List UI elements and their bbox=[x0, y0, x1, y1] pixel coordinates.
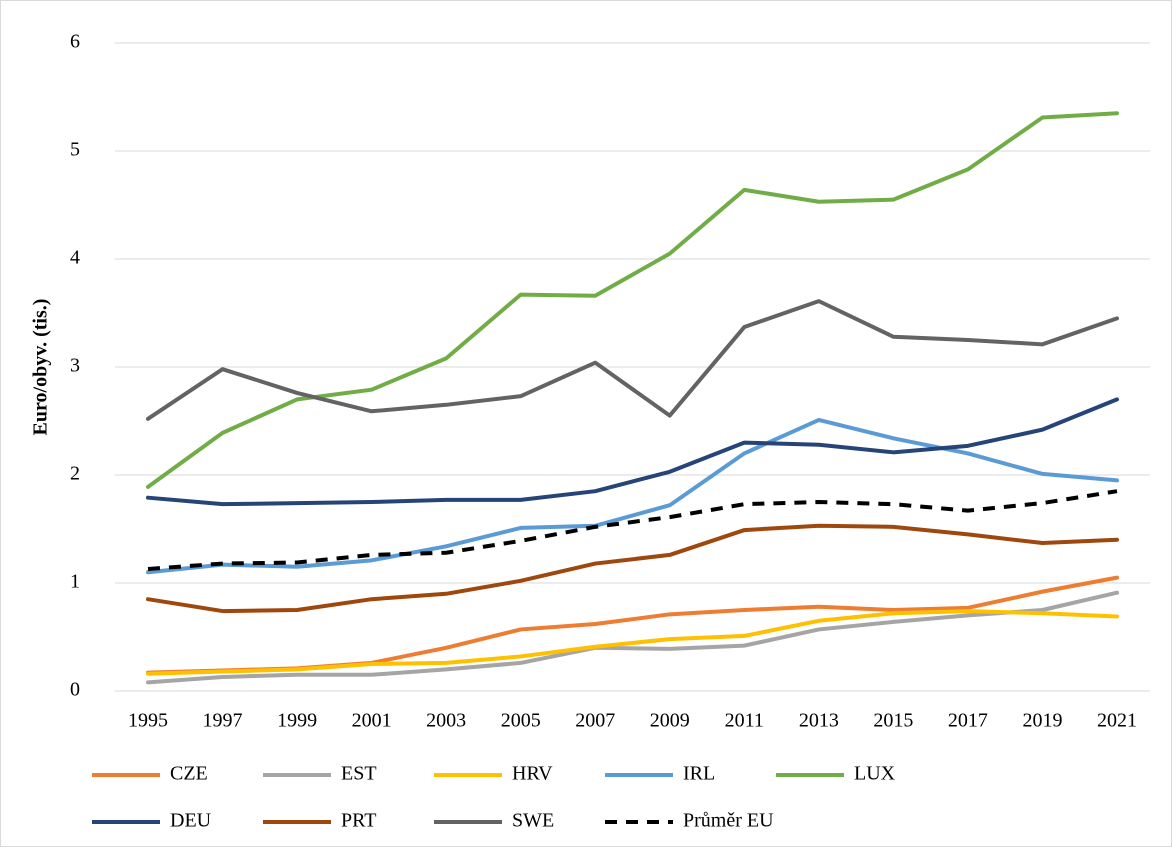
y-tick-label: 6 bbox=[70, 31, 80, 53]
y-tick-label: 5 bbox=[70, 139, 80, 161]
x-tick-label: 2019 bbox=[1022, 710, 1062, 732]
legend-label: EST bbox=[341, 763, 377, 785]
legend-label: LUX bbox=[854, 763, 896, 785]
legend-label: DEU bbox=[170, 810, 212, 832]
y-axis-label: Euro/obyv. (tis.) bbox=[30, 299, 52, 436]
x-tick-label: 2007 bbox=[575, 710, 615, 732]
x-tick-label: 2015 bbox=[873, 710, 913, 732]
legend-label: IRL bbox=[683, 763, 715, 785]
legend-label: Průměr EU bbox=[683, 810, 774, 832]
y-tick-label: 1 bbox=[70, 571, 80, 593]
y-tick-label: 3 bbox=[70, 355, 80, 377]
x-tick-label: 2017 bbox=[948, 710, 988, 732]
legend-label: HRV bbox=[512, 763, 553, 785]
x-tick-label: 2021 bbox=[1097, 710, 1137, 732]
y-tick-label: 4 bbox=[70, 247, 80, 269]
x-tick-label: 1999 bbox=[277, 710, 317, 732]
legend-label: PRT bbox=[341, 810, 376, 832]
line-series bbox=[146, 590, 1119, 685]
y-tick-label: 2 bbox=[70, 463, 80, 485]
x-tick-label: 2003 bbox=[426, 710, 466, 732]
line-series bbox=[147, 489, 1118, 571]
x-tick-label: 2001 bbox=[352, 710, 392, 732]
x-tick-label: 2011 bbox=[725, 710, 764, 732]
line-series bbox=[146, 609, 1119, 676]
x-tick-label: 1997 bbox=[203, 710, 243, 732]
y-tick-label: 0 bbox=[70, 679, 80, 701]
x-tick-label: 1995 bbox=[128, 710, 168, 732]
x-tick-label: 2005 bbox=[501, 710, 541, 732]
line-series bbox=[146, 397, 1119, 507]
legend-label: SWE bbox=[512, 810, 554, 832]
line-series bbox=[146, 523, 1119, 614]
legend-label: CZE bbox=[170, 763, 208, 785]
line-series bbox=[146, 299, 1119, 421]
x-tick-label: 2009 bbox=[650, 710, 690, 732]
line-series bbox=[146, 417, 1119, 575]
x-tick-label: 2013 bbox=[799, 710, 839, 732]
